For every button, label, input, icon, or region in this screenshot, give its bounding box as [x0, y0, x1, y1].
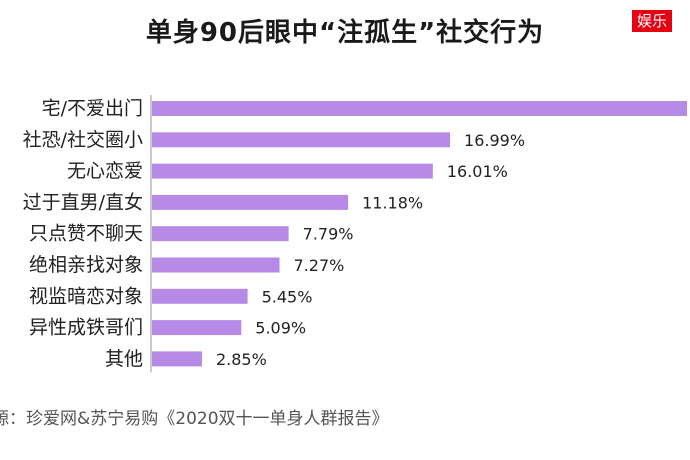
- bar-1: [152, 101, 687, 116]
- category-label: 绝相亲找对象: [29, 254, 143, 276]
- value-label: 5.45%: [262, 287, 313, 306]
- value-label: 2.85%: [216, 350, 267, 369]
- bar-group: [152, 101, 687, 367]
- value-label: 5.09%: [255, 319, 306, 338]
- chart-title: 单身90后眼中“注孤生”社交行为: [145, 18, 545, 48]
- category-label: 视监暗恋对象: [29, 285, 143, 307]
- bar-6: [152, 257, 280, 273]
- bar-8: [152, 320, 242, 336]
- category-label: 过于直男/直女: [23, 191, 143, 213]
- bar-3: [152, 163, 433, 179]
- bar-7: [152, 288, 248, 304]
- category-label: 只点赞不聊天: [29, 223, 143, 245]
- bar-9: [152, 351, 202, 367]
- value-label: 16.01%: [447, 162, 508, 181]
- value-label: 11.18%: [362, 193, 423, 212]
- category-label: 其他: [105, 348, 143, 370]
- category-label: 宅/不爱出门: [42, 98, 143, 120]
- category-label: 无心恋爱: [67, 160, 143, 182]
- value-label: 7.79%: [303, 225, 354, 244]
- category-label: 社恐/社交圈小: [23, 129, 143, 151]
- source-note: 源：珍爱网&苏宁易购《2020双十一单身人群报告》: [0, 409, 389, 429]
- bar-5: [152, 226, 289, 242]
- bar-2: [152, 132, 451, 148]
- value-label: 16.99%: [464, 131, 525, 150]
- bar-4: [152, 194, 349, 210]
- watermark-logo: 娱乐: [632, 10, 673, 32]
- category-label: 异性成铁哥们: [29, 317, 143, 339]
- category-labels: 宅/不爱出门社恐/社交圈小无心恋爱过于直男/直女只点赞不聊天绝相亲找对象视监暗恋…: [23, 98, 143, 370]
- value-label: 7.27%: [294, 256, 345, 275]
- value-labels: 16.99% 16.01% 11.18% 7.79% 7.27% 5.45% 5.09% 2.…: [216, 131, 525, 369]
